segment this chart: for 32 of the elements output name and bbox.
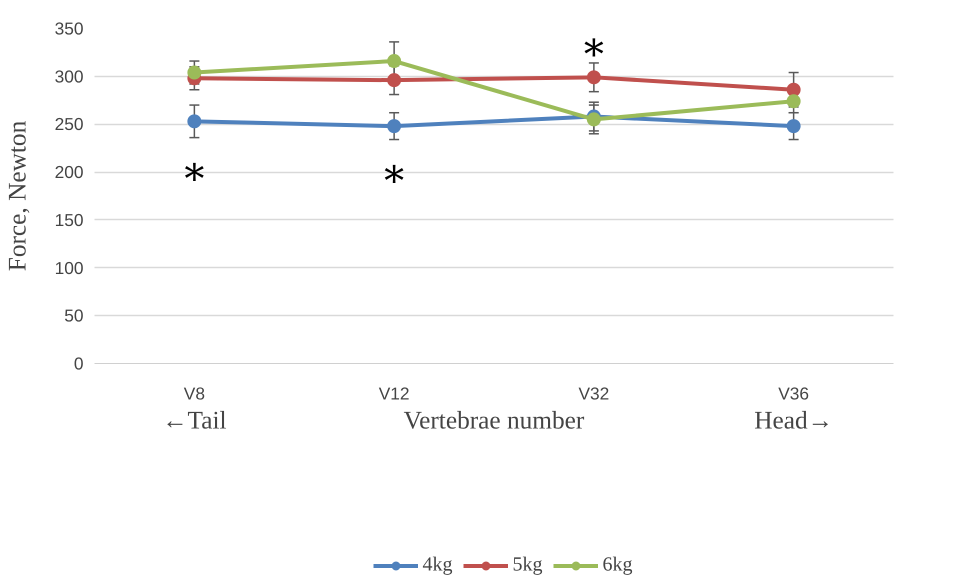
text: Head→: [754, 406, 834, 434]
y-tick-label: 50: [64, 306, 84, 326]
x-tick-label: V12: [378, 384, 410, 404]
text: ←Tail: [162, 406, 227, 434]
y-tick-label: 300: [54, 66, 84, 86]
x-tick-label: V8: [184, 384, 205, 404]
legend-label: 4kg: [422, 554, 452, 576]
point: [387, 73, 402, 88]
point: [187, 66, 202, 80]
point: [786, 94, 801, 108]
x-tick-label: V32: [578, 384, 610, 404]
annotation: *: [184, 156, 204, 203]
y-tick-label: 100: [54, 258, 84, 278]
legend-label: 6kg: [602, 554, 632, 576]
point: [586, 70, 601, 84]
y-axis-title: Force, Newton: [4, 120, 32, 272]
point: [586, 112, 601, 126]
point: [387, 119, 402, 134]
point: [786, 82, 801, 97]
legend-label: 5kg: [512, 554, 542, 576]
point: [387, 54, 402, 68]
y-tick-label: 0: [74, 354, 84, 374]
point: [187, 114, 202, 128]
y-tick-label: 200: [54, 162, 84, 182]
x-tick-label: V36: [778, 384, 810, 404]
y-tick-label: 150: [54, 210, 84, 230]
annotation: *: [384, 158, 404, 205]
point: [786, 119, 801, 134]
annotation: *: [584, 32, 604, 78]
x-axis-title: Vertebrae number: [404, 406, 585, 434]
y-tick-label: 350: [54, 18, 84, 38]
y-tick-label: 250: [54, 114, 84, 134]
